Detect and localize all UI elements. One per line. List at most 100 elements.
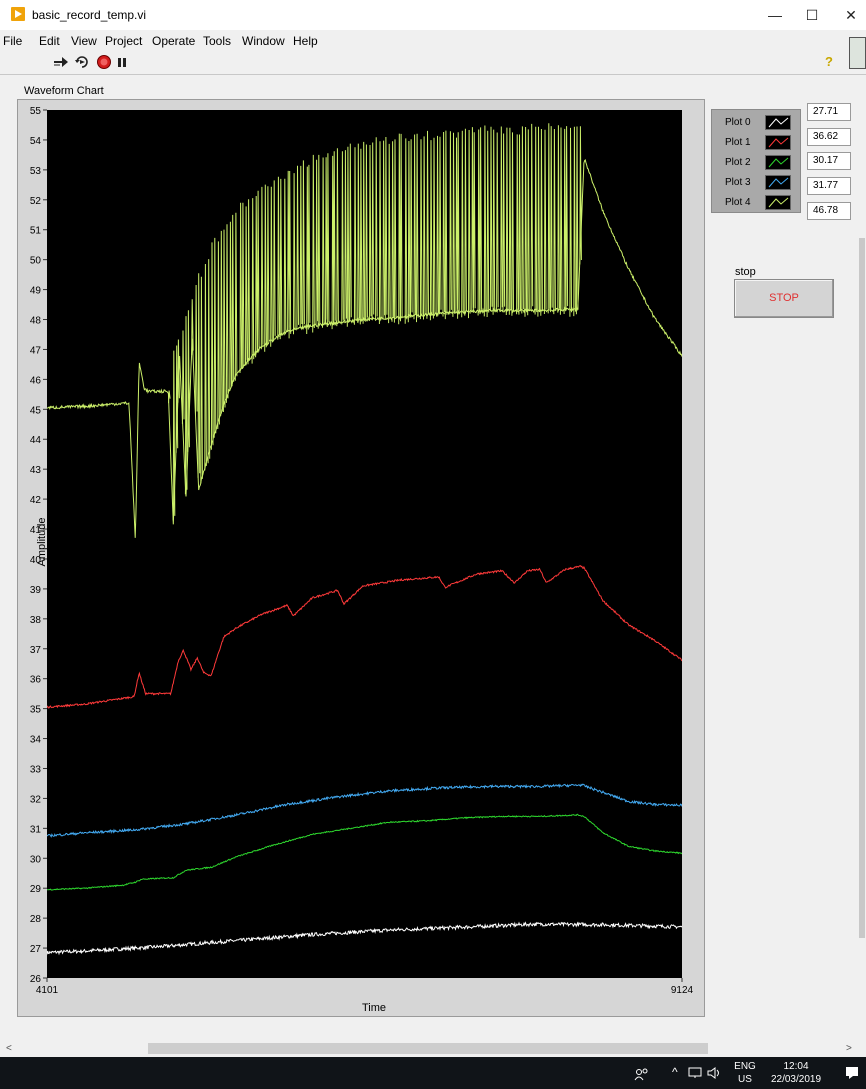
abort-icon[interactable] (96, 54, 112, 70)
y-tick-label: 36 (30, 675, 42, 686)
taskbar: ^ ENG US 12:04 22/03/2019 (0, 1057, 866, 1089)
toolbar-divider (0, 74, 866, 75)
indicator-plot-1: 36.62 (807, 128, 851, 146)
y-tick-label: 46 (30, 375, 42, 386)
legend-item-plot-1[interactable]: Plot 1 (712, 132, 800, 152)
y-tick-label: 38 (30, 615, 42, 626)
window-titlebar: basic_record_temp.vi — ☐ ✕ (0, 0, 866, 30)
y-tick-label: 40 (30, 555, 42, 566)
legend-swatch-plot-0 (765, 115, 791, 130)
legend-label: Plot 0 (725, 117, 751, 128)
vertical-scrollbar-thumb[interactable] (859, 238, 865, 938)
scroll-right-icon[interactable]: > (846, 1043, 852, 1054)
legend-item-plot-4[interactable]: Plot 4 (712, 192, 800, 212)
x-tick-label: 9124 (671, 985, 694, 996)
help-icon[interactable]: ? (825, 54, 833, 69)
menu-file[interactable]: File (3, 34, 23, 48)
y-tick-label: 41 (30, 525, 42, 536)
labview-vi-icon (11, 7, 25, 21)
indicator-plot-4: 46.78 (807, 202, 851, 220)
vertical-scrollbar[interactable] (858, 78, 866, 1038)
pause-icon[interactable] (116, 54, 128, 70)
y-tick-label: 45 (30, 405, 42, 416)
y-tick-label: 55 (30, 106, 42, 117)
window-title: basic_record_temp.vi (32, 8, 147, 22)
y-tick-label: 31 (30, 824, 42, 835)
clock[interactable]: 12:04 22/03/2019 (766, 1060, 826, 1086)
series-line-plot-3 (47, 783, 682, 838)
y-tick-label: 53 (30, 166, 42, 177)
menu-bar: File Edit View Project Operate Tools Win… (0, 30, 866, 50)
series-line-plot-0 (47, 921, 682, 956)
close-button[interactable]: ✕ (845, 7, 857, 23)
people-icon[interactable] (634, 1067, 650, 1081)
y-tick-label: 50 (30, 256, 42, 267)
series-line-plot-2 (47, 813, 682, 891)
y-tick-label: 29 (30, 884, 42, 895)
menu-operate[interactable]: Operate (152, 34, 196, 48)
legend-swatch-plot-4 (765, 195, 791, 210)
stop-label: stop (735, 266, 756, 278)
y-tick-label: 26 (30, 974, 42, 985)
language-indicator[interactable]: ENG US (733, 1060, 757, 1086)
x-tick-label: 4101 (36, 985, 59, 996)
legend-item-plot-2[interactable]: Plot 2 (712, 152, 800, 172)
y-tick-label: 37 (30, 645, 42, 656)
region-code: US (738, 1074, 752, 1085)
y-tick-label: 39 (30, 585, 42, 596)
y-axis-label: Amplitude (36, 518, 48, 567)
notification-icon[interactable] (844, 1065, 860, 1081)
menu-view[interactable]: View (71, 34, 97, 48)
y-tick-label: 47 (30, 345, 42, 356)
toolbar: ? (0, 50, 866, 74)
horizontal-scrollbar-thumb[interactable] (148, 1043, 708, 1054)
y-tick-label: 30 (30, 854, 42, 865)
y-tick-label: 54 (30, 136, 42, 147)
y-tick-label: 35 (30, 705, 42, 716)
clock-time: 12:04 (783, 1061, 809, 1072)
y-tick-label: 28 (30, 914, 42, 925)
y-tick-label: 42 (30, 495, 42, 506)
indicator-plot-0: 27.71 (807, 103, 851, 121)
maximize-button[interactable]: ☐ (805, 7, 819, 23)
y-tick-label: 33 (30, 764, 42, 775)
language-code: ENG (734, 1061, 756, 1072)
legend-swatch-plot-3 (765, 175, 791, 190)
y-tick-label: 44 (30, 435, 42, 446)
y-tick-label: 49 (30, 286, 42, 297)
run-arrow-icon[interactable] (53, 54, 69, 70)
legend-label: Plot 2 (725, 157, 751, 168)
run-continuously-icon[interactable] (74, 54, 90, 70)
horizontal-scrollbar[interactable]: < > (0, 1040, 858, 1057)
minimize-button[interactable]: — (768, 7, 782, 23)
y-tick-label: 32 (30, 794, 42, 805)
series-line-plot-1 (47, 565, 682, 709)
menu-window[interactable]: Window (242, 34, 285, 48)
y-tick-label: 48 (30, 316, 42, 327)
menu-help[interactable]: Help (293, 34, 318, 48)
legend-item-plot-0[interactable]: Plot 0 (712, 112, 800, 132)
legend-swatch-plot-2 (765, 155, 791, 170)
y-tick-label: 27 (30, 944, 42, 955)
series-pulses-plot-4 (168, 123, 582, 521)
indicator-plot-2: 30.17 (807, 152, 851, 170)
volume-icon[interactable] (706, 1066, 722, 1080)
menu-tools[interactable]: Tools (203, 34, 232, 48)
chart-label: Waveform Chart (24, 85, 104, 97)
scroll-left-icon[interactable]: < (6, 1043, 12, 1054)
waveform-chart[interactable]: 26 27 28 29 30 31 32 33 34 35 36 37 38 39 40 41 42 43 44 45… (17, 99, 705, 1017)
plot-legend[interactable]: Plot 0 Plot 1 Plot 2 Plot 3 Plot 4 (711, 109, 801, 213)
legend-label: Plot 3 (725, 177, 751, 188)
menu-project[interactable]: Project (105, 34, 143, 48)
chevron-up-icon[interactable]: ^ (672, 1065, 678, 1079)
network-icon[interactable] (688, 1067, 702, 1079)
legend-label: Plot 1 (725, 137, 751, 148)
legend-item-plot-3[interactable]: Plot 3 (712, 172, 800, 192)
legend-label: Plot 4 (725, 197, 751, 208)
y-tick-label: 51 (30, 226, 42, 237)
clock-date: 22/03/2019 (770, 1074, 822, 1085)
menu-edit[interactable]: Edit (39, 34, 60, 48)
stop-button[interactable]: STOP (734, 279, 834, 318)
legend-swatch-plot-1 (765, 135, 791, 150)
indicator-plot-3: 31.77 (807, 177, 851, 195)
